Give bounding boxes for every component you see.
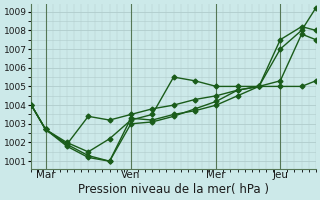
X-axis label: Pression niveau de la mer( hPa ): Pression niveau de la mer( hPa ) — [78, 183, 269, 196]
